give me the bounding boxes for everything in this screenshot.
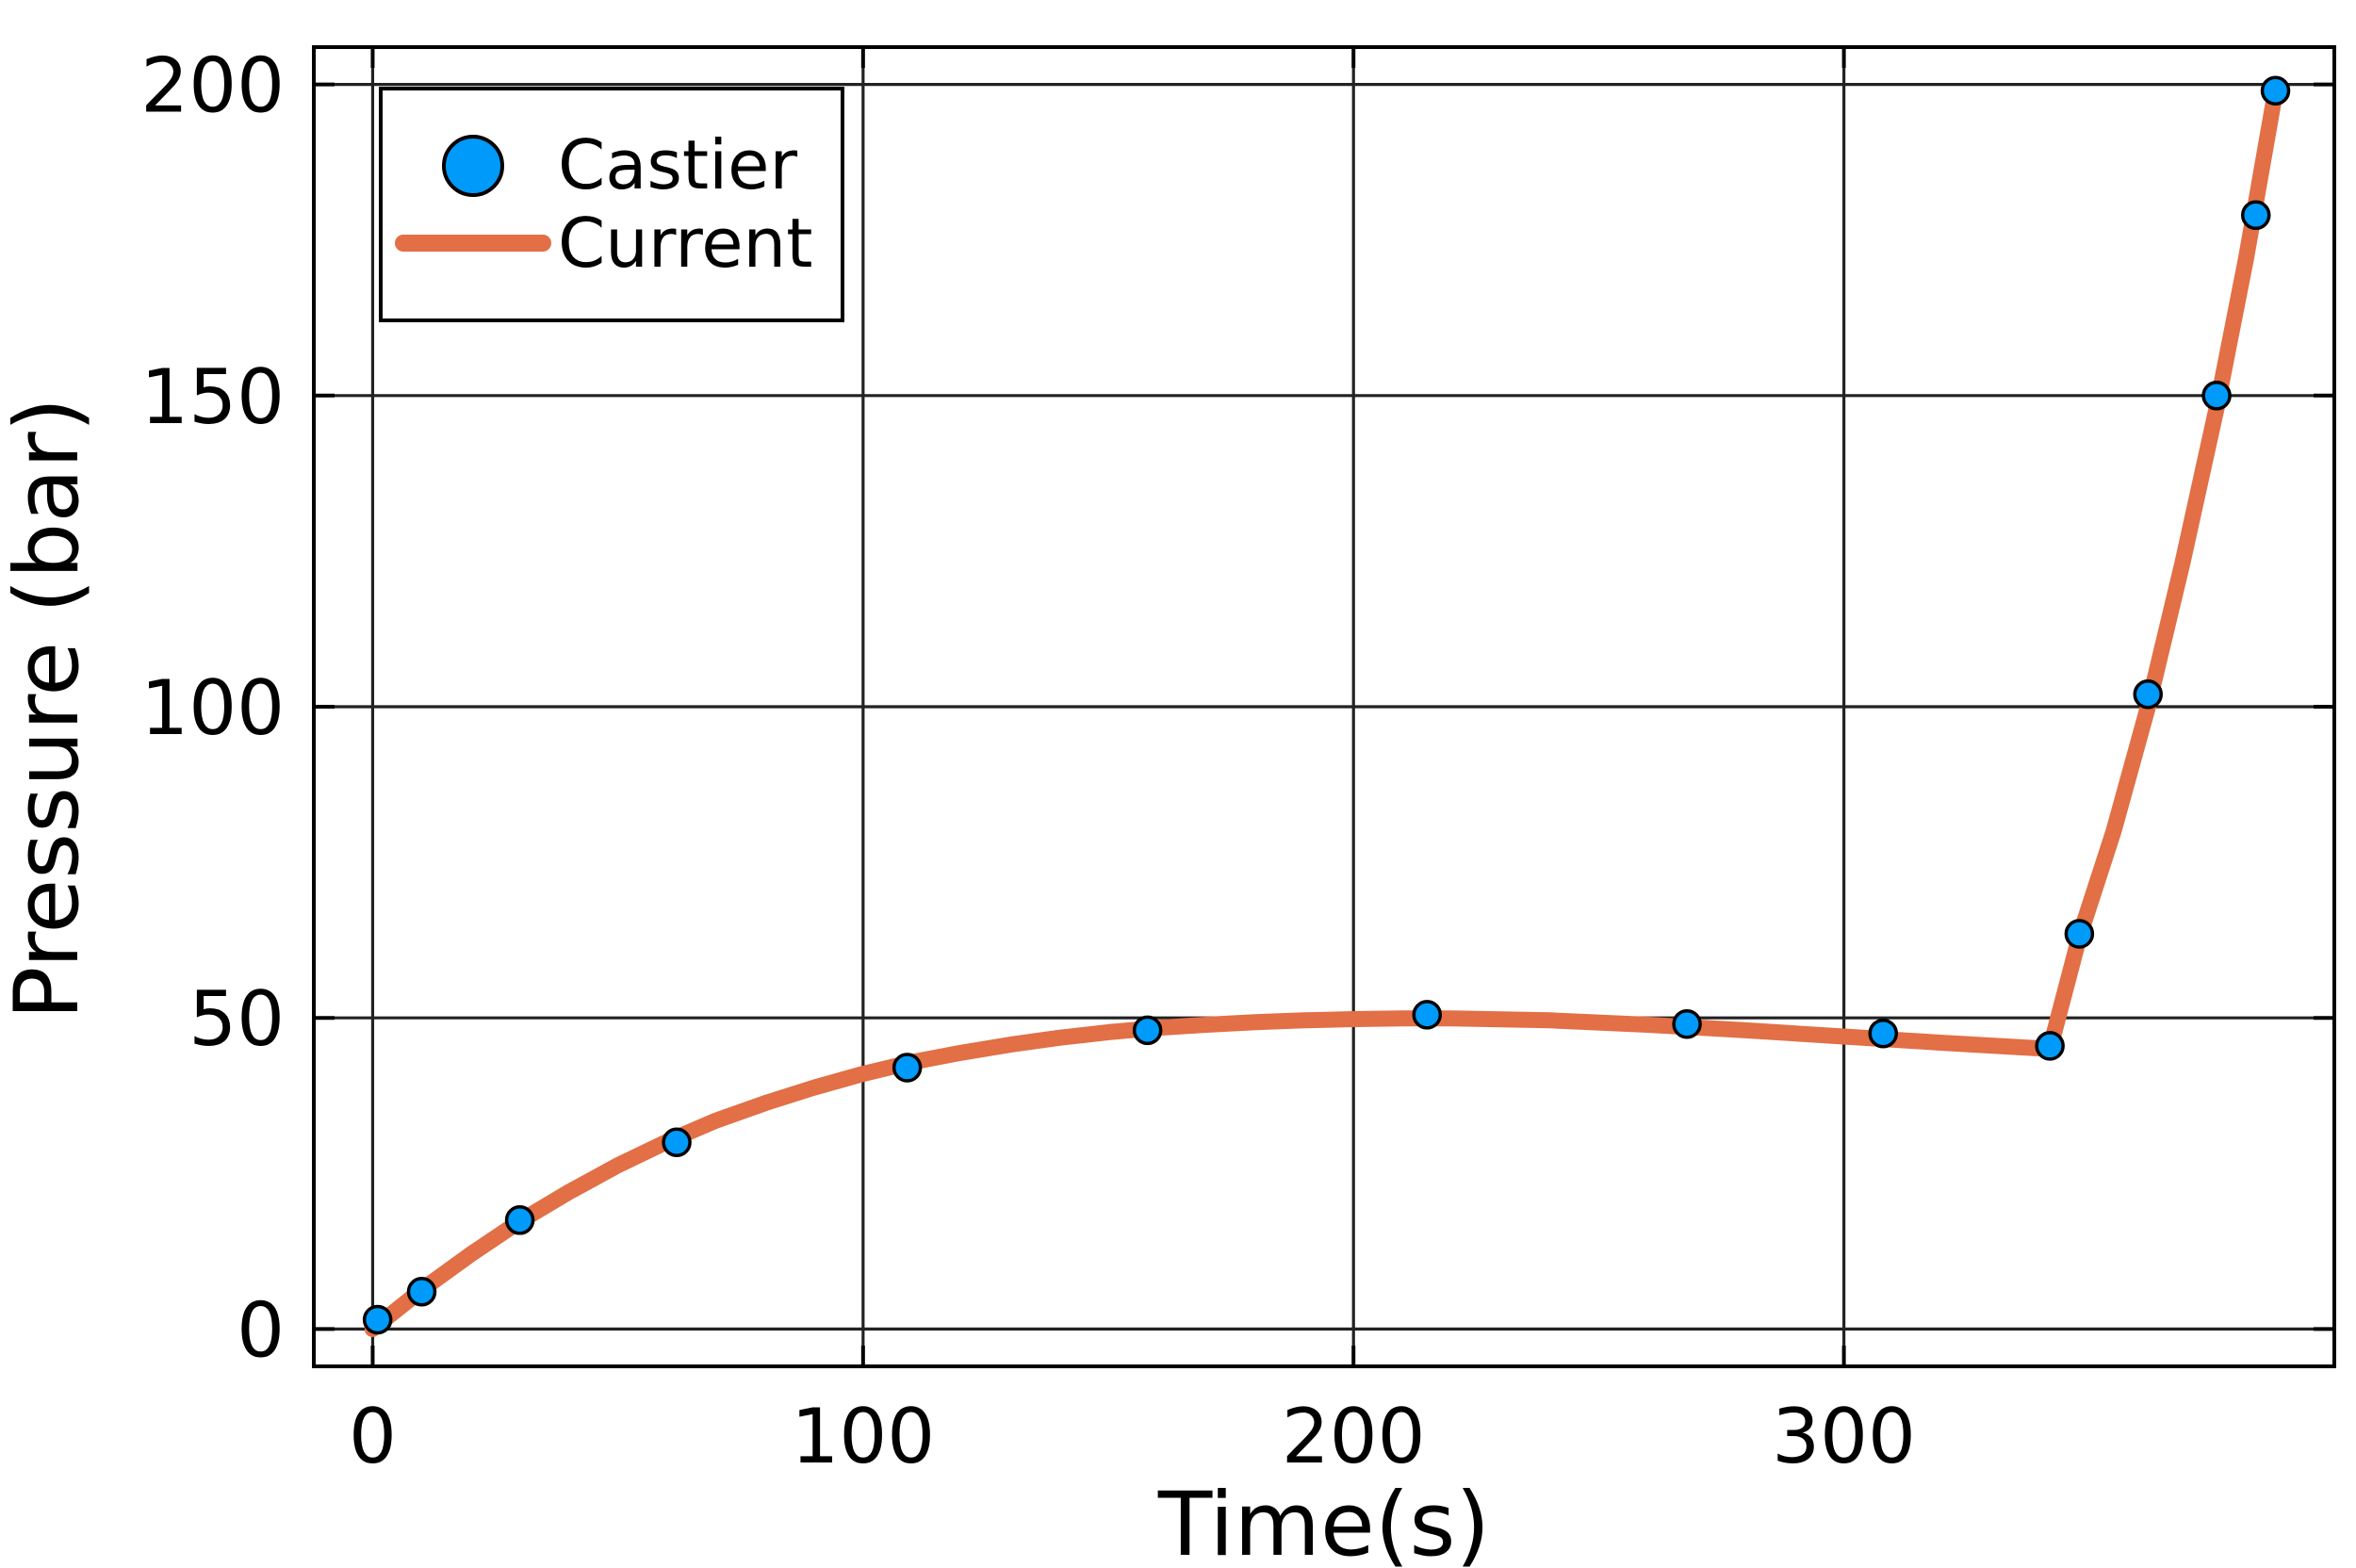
legend-label-castier: Castier [558,125,797,204]
data-point-castier [2064,919,2095,949]
x-tick-label: 0 [349,1393,397,1480]
data-point-castier [362,1304,393,1335]
legend-box [379,87,844,322]
data-point-castier [662,1127,692,1158]
data-point-castier [504,1205,535,1235]
scatter-series [362,75,2291,1335]
legend-label-current: Current [558,204,812,283]
ticks [314,47,2334,1366]
legend-marker-castier [442,135,504,197]
y-tick-label: 50 [188,975,285,1063]
tick-labels: 0 100 200 300 0 50 100 150 200 [140,42,1916,1480]
data-point-castier [2035,1031,2065,1061]
y-tick-label: 200 [140,42,285,130]
data-point-castier [1412,1000,1443,1030]
data-point-castier [1868,1018,1898,1049]
data-point-castier [2240,200,2271,231]
data-point-castier [892,1053,923,1083]
data-point-castier [2260,75,2291,106]
data-point-castier [1672,1009,1702,1039]
line-series [364,82,2284,1337]
x-axis-label: Time(s) [1157,1474,1490,1568]
legend: Castier Current [379,87,844,322]
data-point-castier [2133,679,2164,710]
data-point-castier [1132,1015,1163,1046]
data-point-castier [406,1277,437,1307]
x-tick-label: 200 [1282,1393,1426,1480]
plot-frame [312,45,2336,1368]
data-point-castier [2201,381,2232,411]
x-tick-label: 100 [791,1393,935,1480]
y-tick-label: 150 [140,353,285,441]
y-axis-label: Pressure (bar) [0,398,99,1021]
y-tick-label: 0 [237,1286,285,1374]
series-line-current [364,82,2284,1337]
y-tick-label: 100 [140,664,285,752]
x-tick-label: 300 [1772,1393,1916,1480]
